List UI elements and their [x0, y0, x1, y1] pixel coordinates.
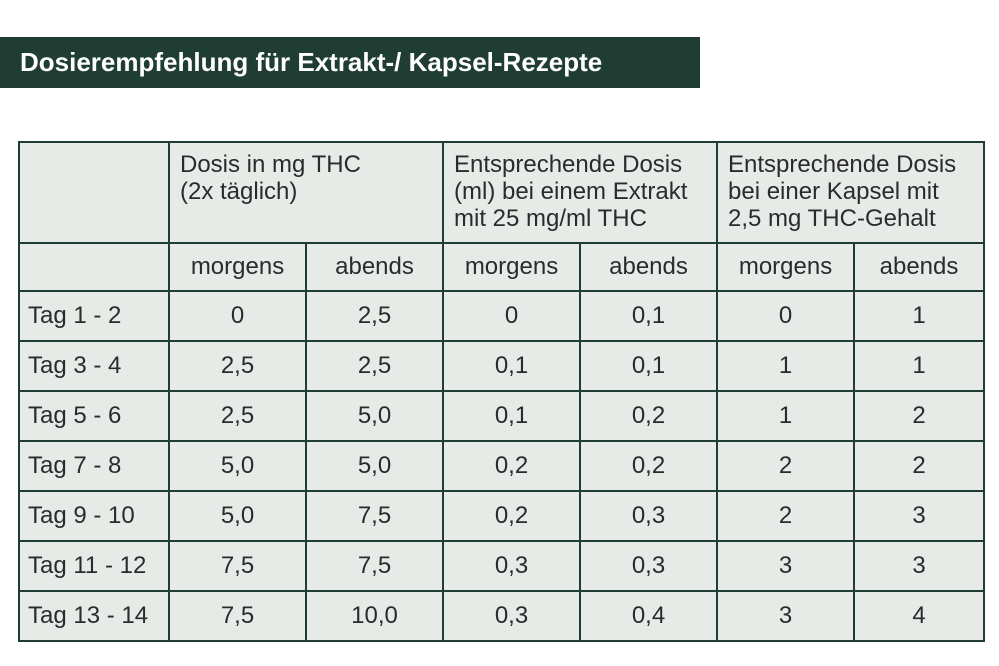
cell: 0,2: [578, 440, 719, 492]
data-row: Tag 13 - 14 7,5 10,0 0,3 0,4 3 4: [18, 590, 986, 642]
cell: 7,5: [305, 490, 444, 542]
data-row: Tag 5 - 6 2,5 5,0 0,1 0,2 1 2: [18, 390, 986, 442]
subheader-row: morgens abends morgens abends morgens abends: [18, 242, 986, 292]
cell: 7,5: [305, 540, 444, 592]
cell: 2,5: [168, 390, 307, 442]
cell: 0,3: [442, 590, 581, 642]
group-header-line: 2,5 mg THC-Gehalt: [728, 205, 936, 232]
cell: 2,5: [305, 340, 444, 392]
subheader: morgens: [442, 242, 581, 292]
cell: 3: [853, 540, 986, 592]
data-row: Tag 3 - 4 2,5 2,5 0,1 0,1 1 1: [18, 340, 986, 392]
subheader: abends: [578, 242, 719, 292]
data-row: Tag 9 - 10 5,0 7,5 0,2 0,3 2 3: [18, 490, 986, 542]
group-header-line: Dosis in mg THC: [180, 151, 361, 178]
cell: 7,5: [168, 590, 307, 642]
cell: 0,2: [442, 490, 581, 542]
row-label: Tag 3 - 4: [18, 340, 170, 392]
title-bar: Dosierempfehlung für Extrakt-/ Kapsel-Re…: [0, 37, 700, 88]
cell: 4: [853, 590, 986, 642]
cell: 0,2: [442, 440, 581, 492]
row-label: Tag 1 - 2: [18, 290, 170, 342]
row-label: Tag 9 - 10: [18, 490, 170, 542]
cell: 5,0: [168, 440, 307, 492]
cell: 0,4: [578, 590, 719, 642]
subheader: morgens: [716, 242, 856, 292]
group-header-line: bei einer Kapsel mit: [728, 178, 939, 205]
data-row: Tag 11 - 12 7,5 7,5 0,3 0,3 3 3: [18, 540, 986, 592]
cell: 2: [716, 440, 856, 492]
cell: 0,1: [578, 290, 719, 342]
group-header: Entsprechende Dosis bei einer Kapsel mit 2…: [716, 141, 986, 244]
cell: 10,0: [305, 590, 444, 642]
subheader: morgens: [168, 242, 307, 292]
cell: 3: [716, 590, 856, 642]
row-label: Tag 11 - 12: [18, 540, 170, 592]
cell: 0: [442, 290, 581, 342]
cell: 5,0: [305, 390, 444, 442]
cell: 0,2: [578, 390, 719, 442]
cell: 2: [853, 440, 986, 492]
data-row: Tag 1 - 2 0 2,5 0 0,1 0 1: [18, 290, 986, 342]
subheader: abends: [853, 242, 986, 292]
cell: 2: [716, 490, 856, 542]
group-header: Dosis in mg THC (2x täglich): [168, 141, 444, 244]
cell: 0: [716, 290, 856, 342]
cell: 0: [168, 290, 307, 342]
cell: 3: [716, 540, 856, 592]
cell: 3: [853, 490, 986, 542]
cell: 0,3: [442, 540, 581, 592]
group-header-row: Dosis in mg THC (2x täglich) Entsprechende…: [18, 141, 986, 244]
corner-cell: [18, 242, 170, 292]
row-label: Tag 7 - 8: [18, 440, 170, 492]
cell: 5,0: [168, 490, 307, 542]
cell: 0,1: [578, 340, 719, 392]
cell: 1: [853, 290, 986, 342]
cell: 1: [716, 340, 856, 392]
cell: 0,1: [442, 390, 581, 442]
row-label: Tag 5 - 6: [18, 390, 170, 442]
cell: 0,3: [578, 490, 719, 542]
group-header-line: mit 25 mg/ml THC: [454, 205, 647, 232]
cell: 1: [716, 390, 856, 442]
dosage-table: Dosis in mg THC (2x täglich) Entsprechende…: [18, 141, 986, 642]
data-row: Tag 7 - 8 5,0 5,0 0,2 0,2 2 2: [18, 440, 986, 492]
cell: 2,5: [305, 290, 444, 342]
group-header-line: Entsprechende Dosis: [454, 151, 683, 178]
cell: 2,5: [168, 340, 307, 392]
cell: 7,5: [168, 540, 307, 592]
cell: 0,1: [442, 340, 581, 392]
subheader: abends: [305, 242, 444, 292]
group-header: Entsprechende Dosis (ml) bei einem Extrak…: [441, 141, 719, 244]
cell: 2: [853, 390, 986, 442]
cell: 0,3: [578, 540, 719, 592]
group-header-line: (2x täglich): [180, 178, 298, 205]
group-header-line: (ml) bei einem Extrakt: [454, 178, 688, 205]
cell: 1: [853, 340, 986, 392]
group-header-line: Entsprechende Dosis: [728, 151, 957, 178]
row-label: Tag 13 - 14: [18, 590, 170, 642]
cell: 5,0: [305, 440, 444, 492]
corner-cell: [18, 141, 170, 244]
